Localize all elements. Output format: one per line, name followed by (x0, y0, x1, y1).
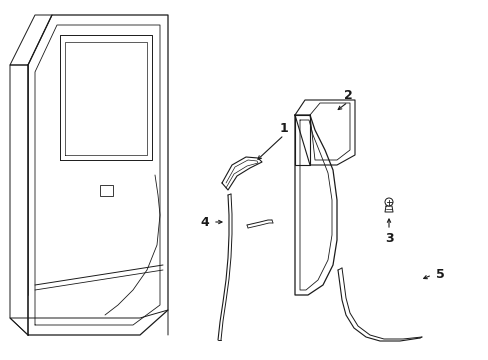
Bar (100, 185, 113, 196)
Text: 5: 5 (435, 269, 444, 282)
Text: 1: 1 (279, 122, 288, 135)
Text: 2: 2 (343, 89, 352, 102)
Text: 3: 3 (384, 231, 392, 244)
Circle shape (384, 198, 392, 206)
Text: 4: 4 (200, 216, 209, 229)
